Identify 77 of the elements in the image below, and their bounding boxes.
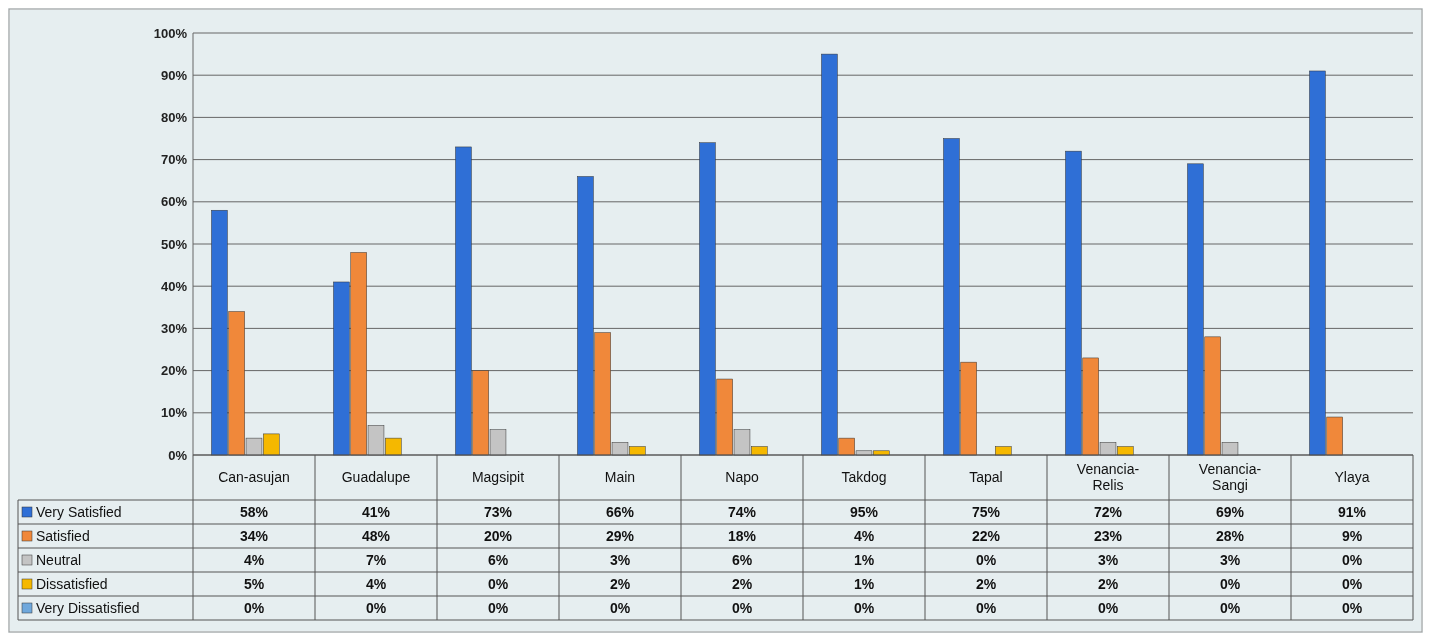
data-label: 2% xyxy=(975,575,997,592)
x-tick-label: Venancia-Sangi xyxy=(1198,461,1262,494)
data-label: 22% xyxy=(971,527,1001,544)
data-label: 0% xyxy=(1341,575,1363,592)
x-tick-label: Ylaya xyxy=(1334,469,1370,486)
y-tick-label: 0% xyxy=(168,447,188,463)
data-label: 41% xyxy=(361,503,391,520)
y-tick-label: 70% xyxy=(160,152,188,168)
data-label: 4% xyxy=(243,551,265,568)
x-tick-label: Takdog xyxy=(841,469,887,486)
y-tick-label: 10% xyxy=(160,405,188,421)
data-label: 5% xyxy=(243,575,265,592)
data-label: 0% xyxy=(243,599,265,616)
x-tick-label: Magsipit xyxy=(471,469,525,486)
y-tick-label: 40% xyxy=(160,278,188,294)
data-label: 0% xyxy=(975,551,997,568)
data-label: 58% xyxy=(239,503,269,520)
data-label: 4% xyxy=(853,527,875,544)
data-label: 0% xyxy=(1341,599,1363,616)
data-label: 29% xyxy=(605,527,635,544)
data-label: 34% xyxy=(239,527,269,544)
data-label: 0% xyxy=(365,599,387,616)
data-label: 72% xyxy=(1093,503,1123,520)
data-label: 66% xyxy=(605,503,635,520)
data-label: 48% xyxy=(361,527,391,544)
data-label: 28% xyxy=(1215,527,1245,544)
data-label: 0% xyxy=(731,599,753,616)
data-label: 3% xyxy=(609,551,631,568)
legend-label: Very Satisfied xyxy=(36,503,122,520)
data-label: 73% xyxy=(483,503,513,520)
legend-label: Dissatisfied xyxy=(36,575,108,592)
y-tick-label: 20% xyxy=(160,363,188,379)
x-tick-label: Can-asujan xyxy=(218,469,290,486)
data-label: 75% xyxy=(971,503,1001,520)
y-tick-label: 50% xyxy=(160,236,188,252)
y-tick-label: 30% xyxy=(160,320,188,336)
y-tick-label: 100% xyxy=(153,25,188,41)
data-label: 95% xyxy=(849,503,879,520)
y-tick-label: 90% xyxy=(160,67,188,83)
x-tick-label: Napo xyxy=(725,469,759,486)
data-label: 1% xyxy=(853,551,875,568)
data-label: 0% xyxy=(853,599,875,616)
legend-label: Satisfied xyxy=(36,527,90,544)
data-label: 91% xyxy=(1337,503,1367,520)
x-tick-label: Guadalupe xyxy=(341,469,411,486)
bar xyxy=(995,446,1012,456)
data-label: 0% xyxy=(1219,599,1241,616)
data-label: 23% xyxy=(1093,527,1123,544)
data-label: 20% xyxy=(483,527,513,544)
data-label: 6% xyxy=(487,551,509,568)
data-label: 9% xyxy=(1341,527,1363,544)
data-label: 69% xyxy=(1215,503,1245,520)
data-label: 0% xyxy=(487,575,509,592)
x-tick-label: Tapal xyxy=(969,469,1003,486)
data-label: 0% xyxy=(975,599,997,616)
legend-label: Neutral xyxy=(36,551,82,568)
data-label: 3% xyxy=(1097,551,1119,568)
data-label: 0% xyxy=(1341,551,1363,568)
data-label: 2% xyxy=(609,575,631,592)
legend-label: Very Dissatisfied xyxy=(36,599,140,616)
y-tick-label: 80% xyxy=(160,109,188,125)
data-label: 0% xyxy=(487,599,509,616)
x-tick-label: Main xyxy=(604,469,636,486)
data-label: 18% xyxy=(727,527,757,544)
data-label: 4% xyxy=(365,575,387,592)
y-tick-label: 60% xyxy=(160,194,188,210)
data-label: 3% xyxy=(1219,551,1241,568)
data-label: 1% xyxy=(853,575,875,592)
data-label: 2% xyxy=(1097,575,1119,592)
data-label: 0% xyxy=(609,599,631,616)
data-label: 0% xyxy=(1219,575,1241,592)
data-label: 6% xyxy=(731,551,753,568)
data-label: 7% xyxy=(365,551,387,568)
data-label: 2% xyxy=(731,575,753,592)
data-label: 0% xyxy=(1097,599,1119,616)
data-label: 74% xyxy=(727,503,757,520)
x-tick-label: Venancia-Relis xyxy=(1076,461,1140,494)
